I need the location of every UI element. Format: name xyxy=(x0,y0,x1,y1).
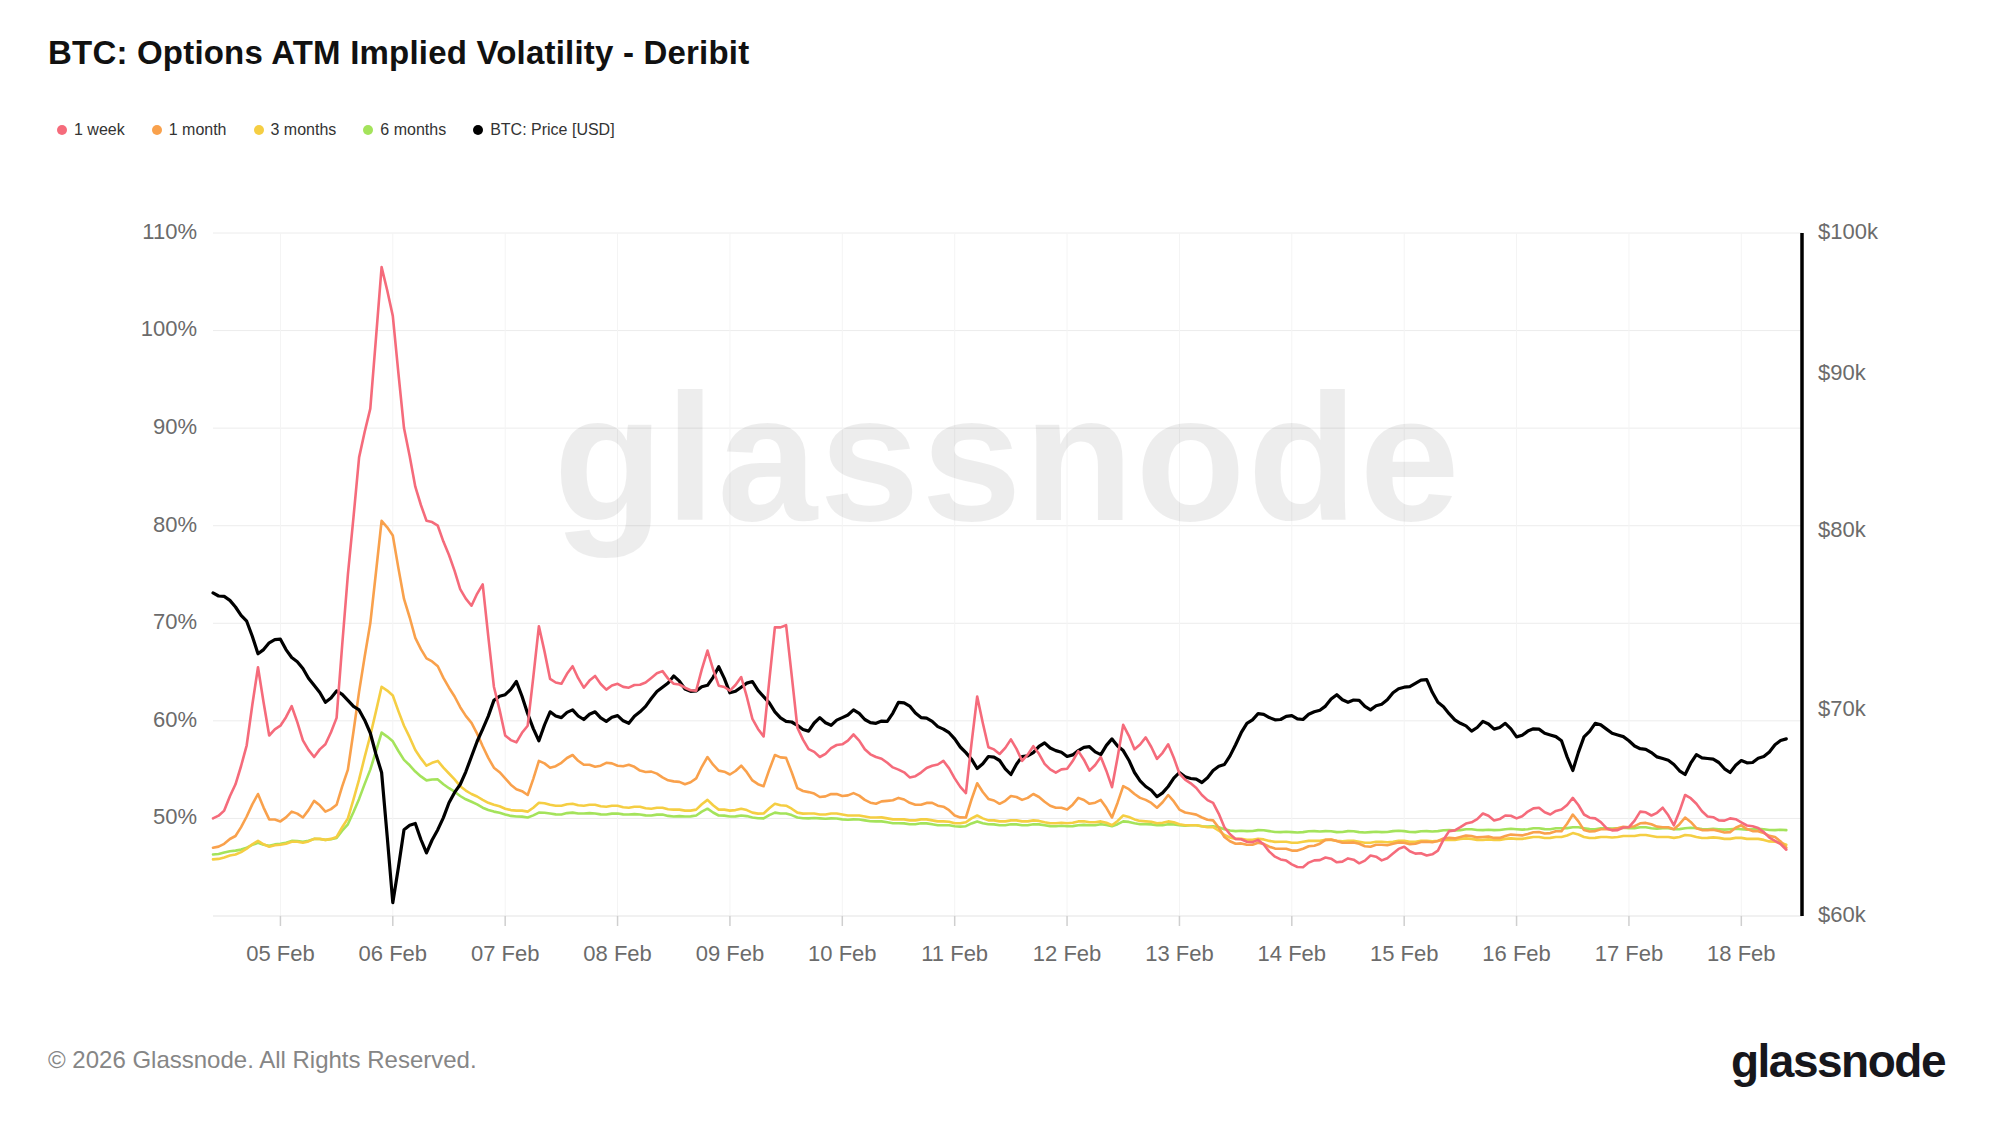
legend-item-label: 3 months xyxy=(271,121,337,139)
y-right-tick-label: $70k xyxy=(1818,696,1867,721)
series-line-btc-price-usd-[interactable] xyxy=(213,593,1786,903)
y-left-tick-label: 100% xyxy=(141,316,197,341)
x-tick-label: 14 Feb xyxy=(1258,941,1327,966)
x-tick-label: 16 Feb xyxy=(1482,941,1551,966)
legend-dot-icon xyxy=(363,125,373,135)
y-left-tick-label: 50% xyxy=(153,804,197,829)
copyright-text: © 2026 Glassnode. All Rights Reserved. xyxy=(48,1046,477,1074)
legend-dot-icon xyxy=(473,125,483,135)
x-tick-label: 17 Feb xyxy=(1595,941,1664,966)
legend-dot-icon xyxy=(57,125,67,135)
chart-plot-area[interactable]: 110% 100% 90% 80% 70% 60% 50% $100k $90k $80k $70k… xyxy=(0,0,2000,1125)
y-left-tick-label: 80% xyxy=(153,512,197,537)
x-tick-label: 13 Feb xyxy=(1145,941,1214,966)
x-tick-label: 06 Feb xyxy=(359,941,428,966)
legend-item-3-months[interactable]: 3 months xyxy=(254,121,337,139)
x-tick-label: 11 Feb xyxy=(921,941,988,966)
glassnode-logo: glassnode xyxy=(1731,1034,1945,1088)
chart-canvas[interactable]: 110% 100% 90% 80% 70% 60% 50% $100k $90k $80k $70k… xyxy=(0,0,2000,1125)
legend-dot-icon xyxy=(254,125,264,135)
legend-item-label: 1 week xyxy=(74,121,125,139)
y-left-tick-label: 90% xyxy=(153,414,197,439)
legend-item-1-month[interactable]: 1 month xyxy=(152,121,227,139)
y-right-tick-label: $80k xyxy=(1818,517,1867,542)
page-title: BTC: Options ATM Implied Volatility - De… xyxy=(48,34,749,72)
x-tick-label: 18 Feb xyxy=(1707,941,1776,966)
legend-item-btc-price-usd-[interactable]: BTC: Price [USD] xyxy=(473,121,614,139)
y-left-tick-label: 110% xyxy=(142,219,197,244)
legend-item-label: 6 months xyxy=(380,121,446,139)
y-right-tick-label: $60k xyxy=(1818,902,1867,927)
legend-item-label: 1 month xyxy=(169,121,227,139)
legend-item-6-months[interactable]: 6 months xyxy=(363,121,446,139)
x-tick-label: 08 Feb xyxy=(583,941,652,966)
x-tick-label: 10 Feb xyxy=(808,941,877,966)
chart-container: BTC: Options ATM Implied Volatility - De… xyxy=(0,0,2000,1125)
y-left-tick-label: 70% xyxy=(153,609,197,634)
x-tick-label: 09 Feb xyxy=(696,941,765,966)
legend-dot-icon xyxy=(152,125,162,135)
legend-item-1-week[interactable]: 1 week xyxy=(57,121,125,139)
y-left-tick-label: 60% xyxy=(153,707,197,732)
legend-item-label: BTC: Price [USD] xyxy=(490,121,614,139)
x-tick-label: 12 Feb xyxy=(1033,941,1102,966)
y-right-tick-label: $90k xyxy=(1818,360,1867,385)
chart-legend: 1 week 1 month 3 months 6 months BTC: Price … xyxy=(57,121,615,139)
y-right-tick-label: $100k xyxy=(1818,219,1879,244)
x-tick-label: 15 Feb xyxy=(1370,941,1439,966)
series-line-1-week[interactable] xyxy=(213,267,1786,867)
series-line-6-months[interactable] xyxy=(213,733,1786,855)
x-tick-label: 05 Feb xyxy=(246,941,315,966)
x-tick-label: 07 Feb xyxy=(471,941,540,966)
